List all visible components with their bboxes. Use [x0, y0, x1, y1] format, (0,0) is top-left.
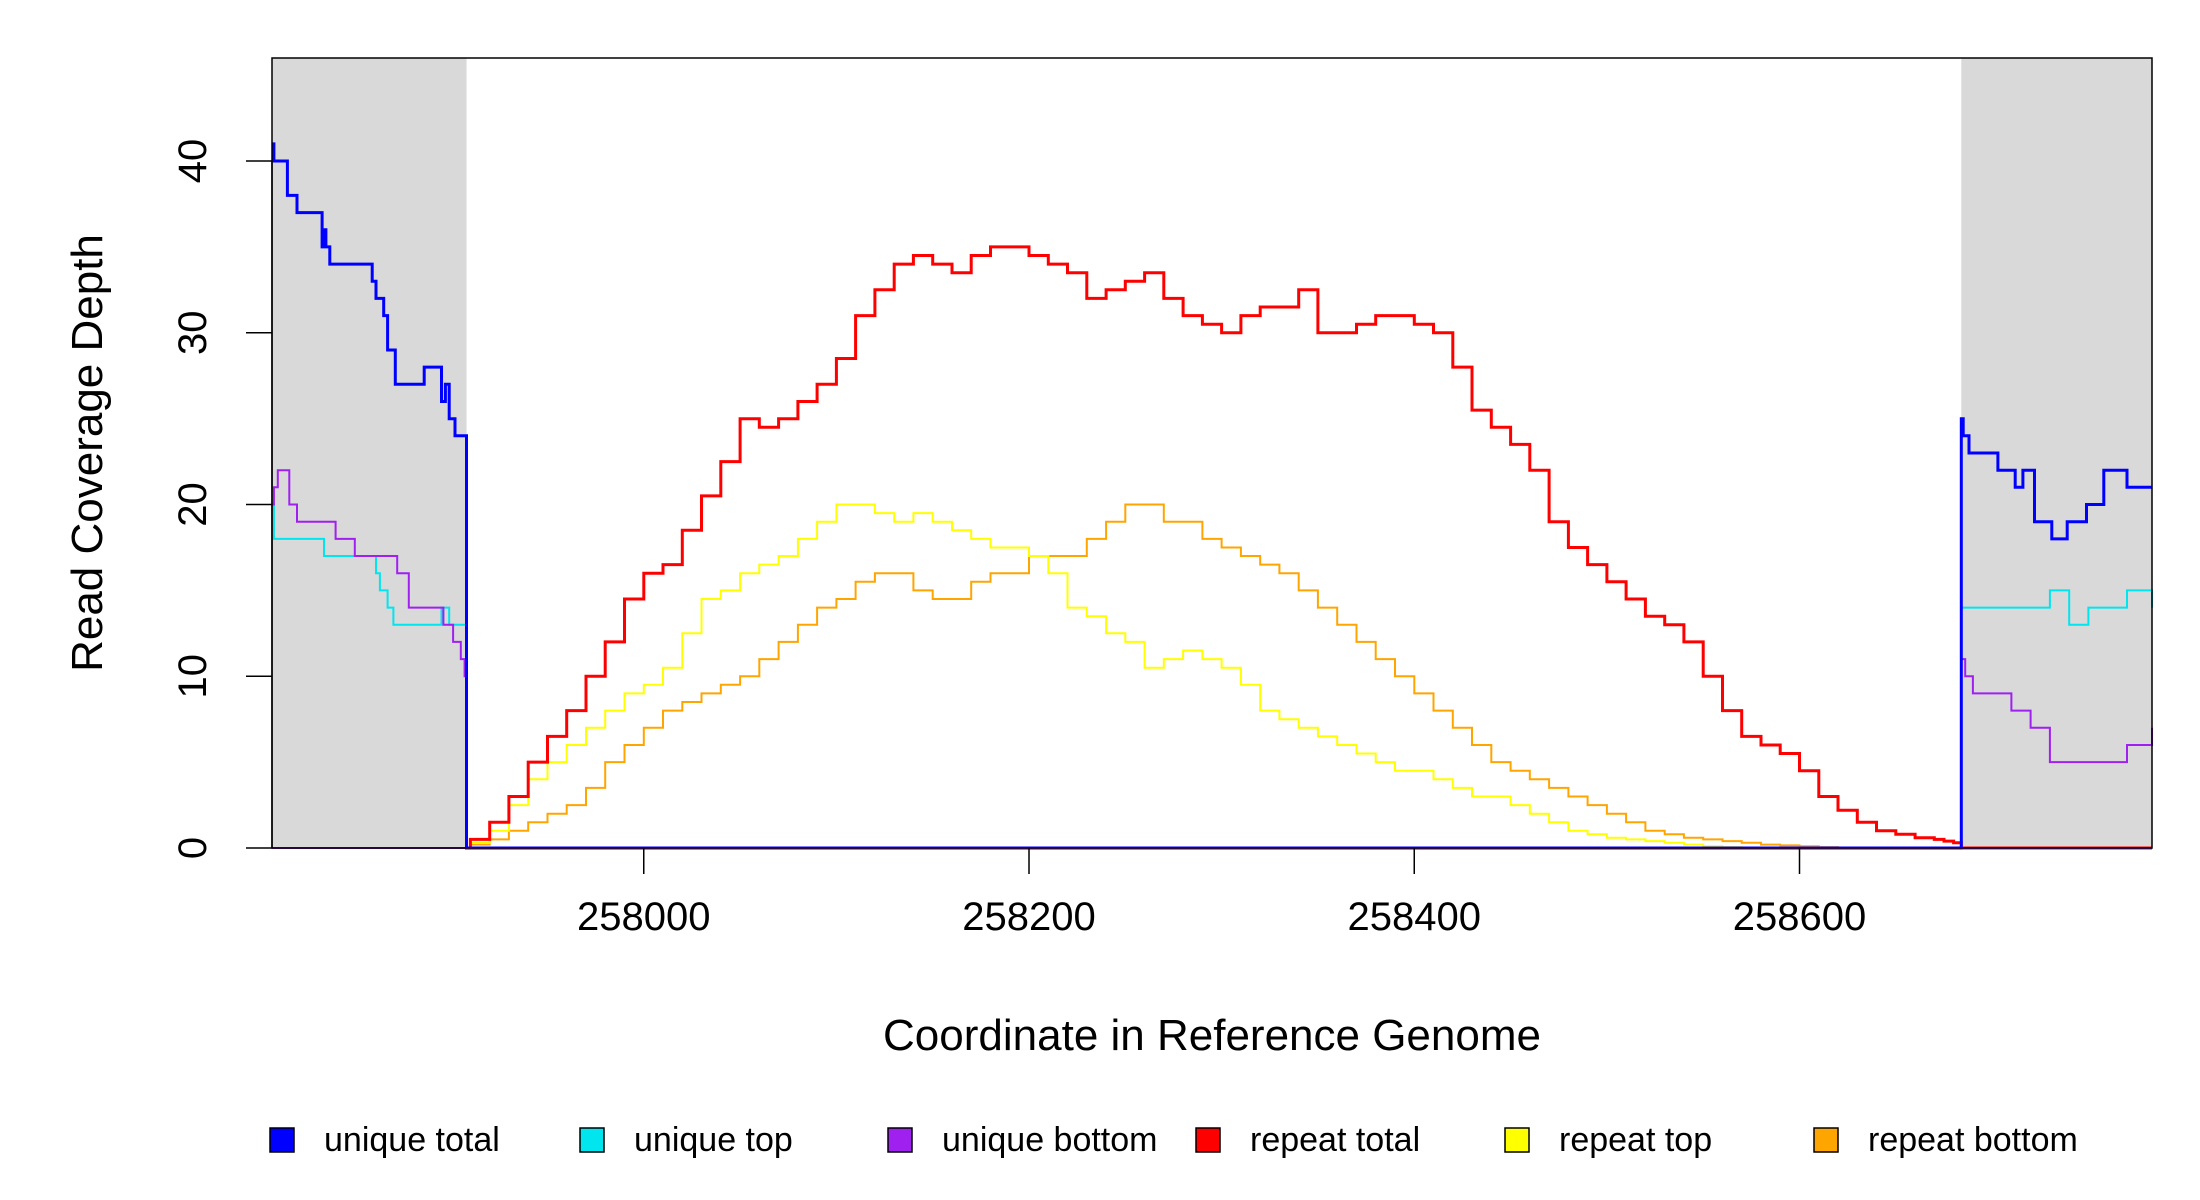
series-line-unique-top: [272, 503, 2153, 849]
legend-swatch: [579, 1127, 605, 1153]
x-tick-label: 258000: [577, 895, 710, 939]
legend-label: unique bottom: [942, 1121, 1158, 1159]
legend-label: repeat top: [1559, 1121, 1712, 1159]
legend-swatch: [1195, 1127, 1221, 1153]
y-tick-label: 40: [171, 139, 215, 184]
legend-swatch: [269, 1127, 295, 1153]
series-line-unique-total: [272, 142, 2152, 850]
legend-label: repeat bottom: [1868, 1121, 2078, 1159]
legend-swatch: [1813, 1127, 1839, 1153]
plot-frame: [271, 57, 2153, 849]
legend-label: repeat total: [1250, 1121, 1420, 1159]
y-tick-label: 20: [171, 482, 215, 527]
legend-swatch: [1504, 1127, 1530, 1153]
x-tick-label: 258600: [1733, 895, 1866, 939]
legend: unique total unique top unique bottom repea…: [269, 1121, 2078, 1159]
series-line-unique-bottom: [272, 469, 2153, 849]
shaded-regions: [272, 58, 2152, 848]
y-tick-label: 30: [171, 311, 215, 356]
x-tick-label: 258200: [962, 895, 1095, 939]
legend-swatch: [887, 1127, 913, 1153]
shaded-region: [272, 58, 467, 848]
y-tick-label: 0: [171, 837, 215, 859]
legend-label: unique total: [324, 1121, 500, 1159]
series-line-repeat-bottom: [466, 503, 2152, 849]
y-axis-label: Read Coverage Depth: [63, 234, 112, 672]
series-line-repeat-top: [466, 503, 2152, 849]
x-axis: 258000 258200 258400 258600: [577, 848, 1866, 939]
y-axis: 0 10 20 30 40: [171, 139, 273, 859]
y-tick-label: 10: [171, 654, 215, 699]
series-lines: [272, 142, 2153, 850]
x-tick-label: 258400: [1348, 895, 1481, 939]
legend-label: unique top: [634, 1121, 793, 1159]
series-line-repeat-total: [466, 245, 2152, 850]
x-axis-label: Coordinate in Reference Genome: [883, 1011, 1541, 1060]
